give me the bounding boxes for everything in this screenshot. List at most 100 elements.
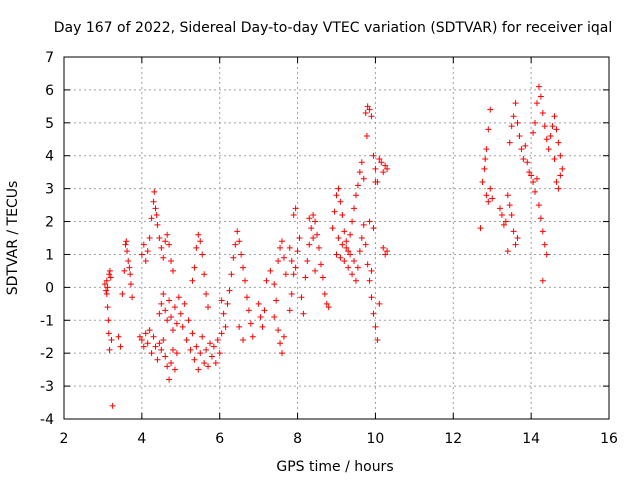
data-point xyxy=(208,353,215,360)
data-point xyxy=(306,241,313,248)
data-point xyxy=(356,248,363,255)
data-point xyxy=(146,235,153,241)
data-point xyxy=(483,192,490,199)
data-point xyxy=(317,261,324,268)
data-point xyxy=(273,297,280,304)
data-point xyxy=(124,248,131,255)
data-point xyxy=(103,277,110,284)
data-point xyxy=(185,317,192,324)
data-point xyxy=(220,310,227,317)
data-point xyxy=(354,264,361,271)
plot-frame xyxy=(63,56,610,420)
data-point xyxy=(119,290,126,297)
data-point xyxy=(146,327,153,334)
data-point xyxy=(243,294,250,301)
data-point xyxy=(166,376,173,383)
data-point xyxy=(498,211,505,218)
data-point xyxy=(275,327,282,334)
data-point xyxy=(203,346,210,353)
data-point xyxy=(162,307,169,314)
data-point xyxy=(140,343,147,350)
data-point xyxy=(277,340,284,347)
data-point xyxy=(345,264,352,271)
data-point xyxy=(263,277,270,284)
data-point xyxy=(362,109,369,116)
data-point xyxy=(151,188,158,195)
data-point xyxy=(559,165,566,172)
data-point xyxy=(189,277,196,284)
data-point xyxy=(140,241,147,248)
data-point xyxy=(238,251,245,258)
data-point xyxy=(310,211,317,218)
data-point xyxy=(300,310,307,317)
data-point xyxy=(477,225,484,232)
data-point xyxy=(510,113,517,120)
data-point xyxy=(343,244,350,251)
data-point xyxy=(528,172,535,179)
data-point xyxy=(302,274,309,281)
data-point xyxy=(168,313,175,320)
data-point xyxy=(156,235,163,241)
y-tick-label: -2 xyxy=(40,346,54,362)
data-point xyxy=(105,330,112,337)
data-point xyxy=(497,205,503,212)
data-point xyxy=(508,123,515,130)
data-point xyxy=(105,317,112,324)
data-point xyxy=(271,281,278,288)
data-point xyxy=(323,300,330,307)
data-point xyxy=(181,300,188,307)
data-point xyxy=(479,179,486,186)
data-point xyxy=(374,337,381,344)
data-point xyxy=(533,100,540,107)
data-point xyxy=(171,366,178,373)
data-point xyxy=(482,156,489,163)
data-point xyxy=(286,307,293,314)
data-point xyxy=(162,353,169,360)
data-point xyxy=(341,258,348,265)
data-point xyxy=(117,343,124,350)
data-point xyxy=(288,258,295,265)
data-point xyxy=(158,244,165,251)
data-point xyxy=(530,179,537,186)
data-point xyxy=(288,290,295,297)
data-point xyxy=(553,126,560,133)
data-point xyxy=(518,146,525,153)
data-point xyxy=(286,244,293,251)
data-point xyxy=(154,356,161,363)
data-point xyxy=(197,238,204,245)
data-point xyxy=(376,300,383,307)
data-point xyxy=(156,340,163,347)
data-point xyxy=(279,238,285,245)
data-point xyxy=(261,307,268,314)
data-point xyxy=(195,366,202,373)
grid xyxy=(64,57,609,419)
data-point xyxy=(504,248,511,255)
data-point xyxy=(384,165,391,172)
data-point xyxy=(524,159,531,166)
data-point xyxy=(191,264,198,271)
data-point xyxy=(170,346,176,353)
data-point xyxy=(257,313,264,320)
data-point xyxy=(126,264,133,271)
data-point xyxy=(160,254,167,261)
data-point xyxy=(127,271,134,278)
data-point xyxy=(356,169,363,176)
data-point xyxy=(290,211,297,218)
data-point xyxy=(555,139,562,146)
data-point xyxy=(539,109,546,116)
data-point xyxy=(214,337,221,344)
data-point xyxy=(224,300,231,307)
data-point xyxy=(152,343,159,350)
data-point xyxy=(249,333,256,340)
data-point xyxy=(173,320,180,327)
data-point xyxy=(173,350,180,357)
data-point xyxy=(144,340,151,347)
data-point xyxy=(360,175,367,182)
data-point xyxy=(337,198,344,205)
data-point xyxy=(160,337,167,344)
data-point xyxy=(339,211,346,218)
data-point xyxy=(236,323,243,330)
data-point xyxy=(329,225,336,232)
data-point xyxy=(384,248,391,255)
data-point xyxy=(351,258,358,265)
